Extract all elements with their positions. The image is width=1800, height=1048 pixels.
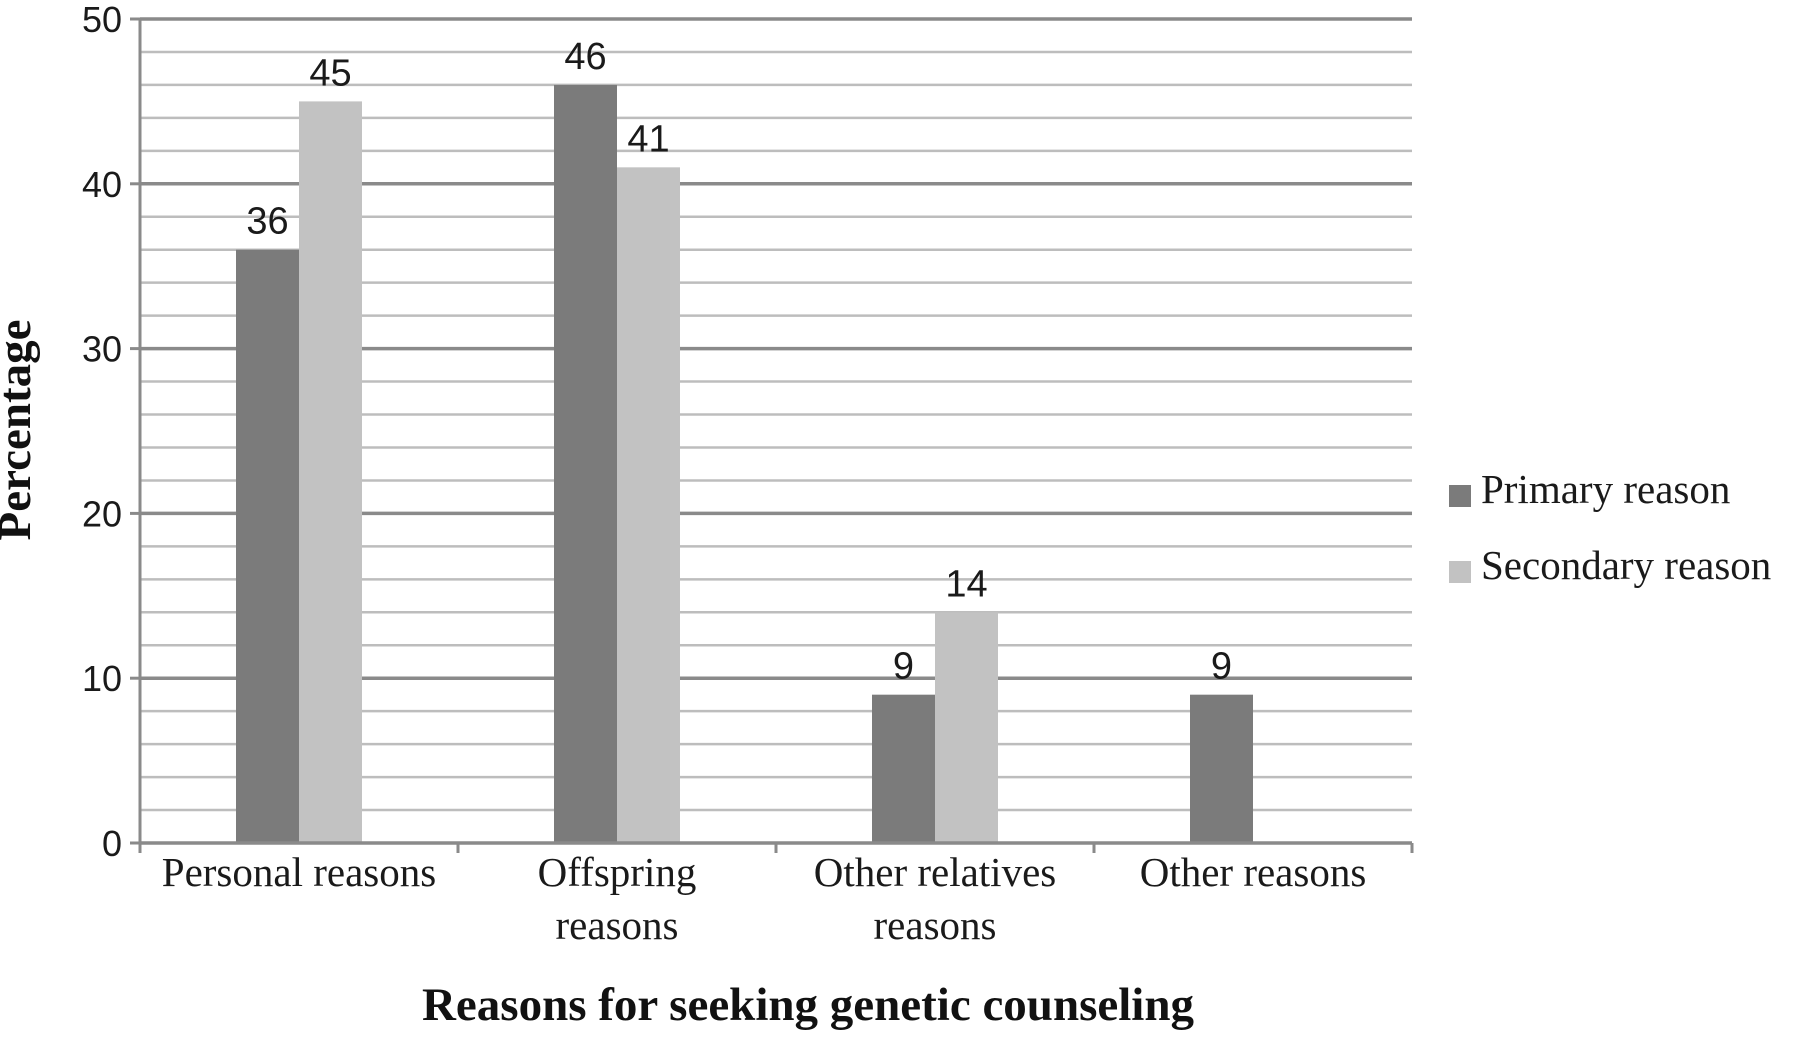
data-label: 46 <box>564 36 606 78</box>
data-label: 14 <box>945 563 987 605</box>
y-tick-label: 0 <box>102 823 122 864</box>
x-tick-label: Offspring <box>538 849 697 895</box>
legend-label: Secondary reason <box>1481 542 1771 588</box>
bar <box>236 249 299 844</box>
bars <box>236 84 1253 844</box>
x-tick-label: reasons <box>874 902 997 948</box>
bar <box>554 84 617 844</box>
y-tick-label: 50 <box>82 0 122 40</box>
data-label: 9 <box>1211 646 1232 688</box>
bar <box>1190 694 1253 843</box>
bar <box>617 167 680 843</box>
data-label: 9 <box>893 646 914 688</box>
data-label: 45 <box>309 52 351 94</box>
y-tick-label: 30 <box>82 329 122 370</box>
data-label: 36 <box>246 201 288 243</box>
bar <box>299 101 362 843</box>
axes: 0 10 20 30 40 50 <box>82 0 1414 864</box>
y-tick-label: 10 <box>82 658 122 699</box>
y-tick-label: 20 <box>82 493 122 534</box>
data-label: 41 <box>627 118 669 160</box>
labels: 36 45 Personal reasons 46 41 Offspring reasons… <box>162 36 1366 948</box>
legend-swatch <box>1449 485 1471 507</box>
bar <box>935 612 998 843</box>
legend: Primary reason Secondary reason <box>1449 466 1771 588</box>
legend-label: Primary reason <box>1481 466 1730 512</box>
x-tick-label: Other reasons <box>1140 849 1367 895</box>
legend-swatch <box>1449 561 1471 583</box>
y-axis-title: Percentage <box>0 320 41 541</box>
x-axis-title: Reasons for seeking genetic counseling <box>422 979 1195 1031</box>
bar <box>872 694 935 843</box>
x-tick-label: Other relatives <box>814 849 1056 895</box>
y-tick-label: 40 <box>82 164 122 205</box>
x-tick-label: reasons <box>556 902 679 948</box>
x-tick-label: Personal reasons <box>162 849 436 895</box>
